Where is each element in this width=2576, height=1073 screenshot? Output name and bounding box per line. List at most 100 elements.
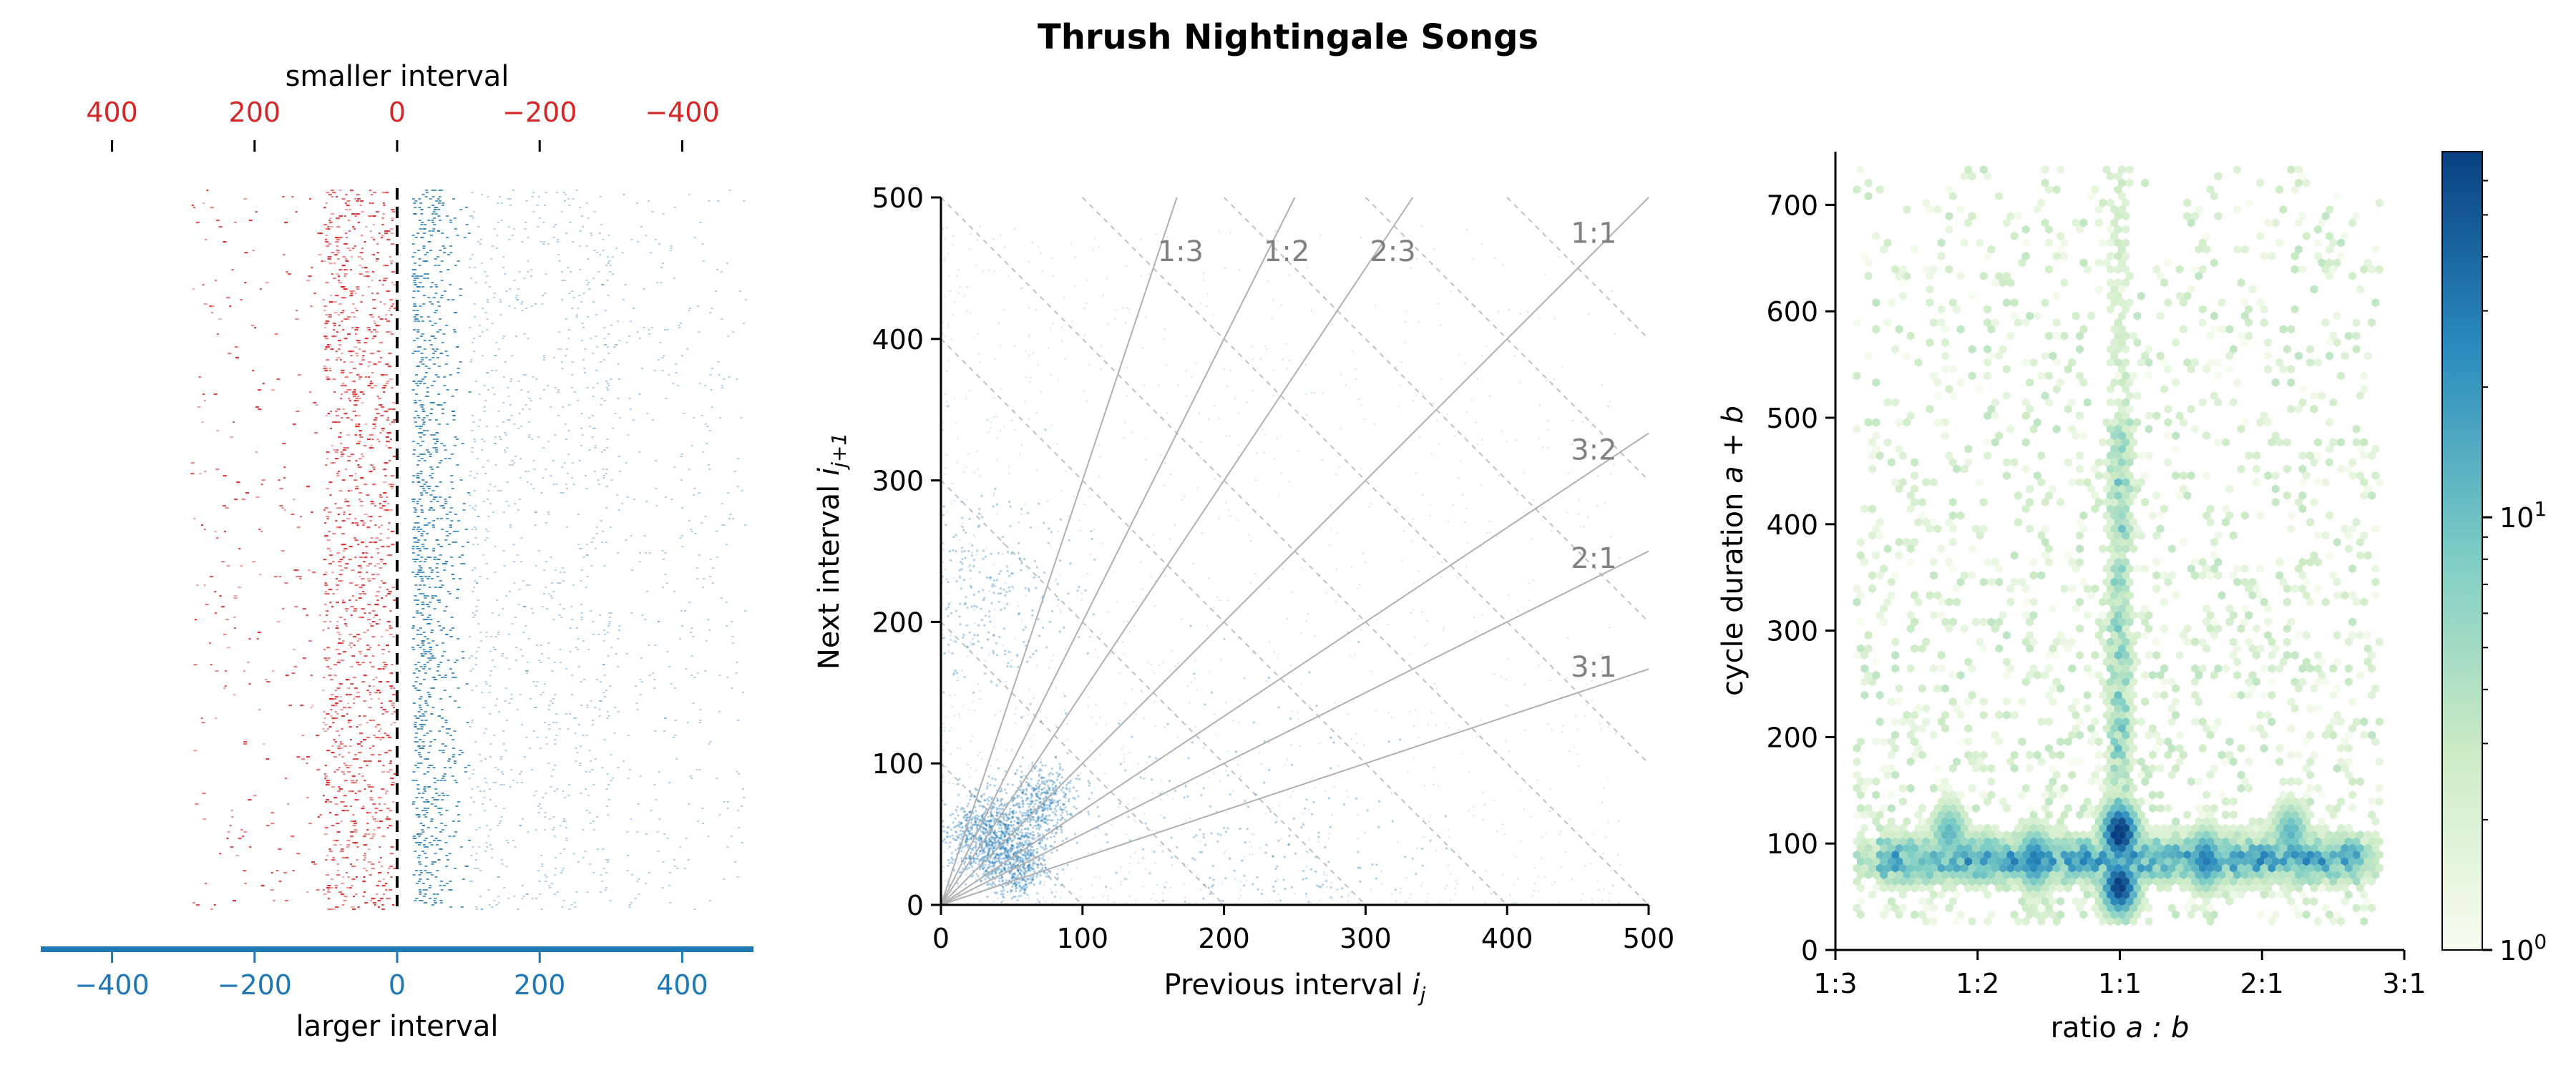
data-point (574, 733, 577, 734)
data-point (328, 194, 332, 196)
data-point (977, 818, 980, 821)
data-point (369, 612, 371, 614)
data-point (331, 745, 334, 748)
data-point (696, 820, 699, 822)
data-point (449, 881, 452, 882)
data-point (218, 226, 223, 228)
data-point (355, 353, 359, 355)
data-point (337, 280, 340, 282)
data-point (522, 606, 525, 607)
data-point (419, 707, 422, 708)
data-point (385, 192, 389, 194)
data-point (999, 823, 1002, 827)
data-point (293, 569, 298, 572)
data-point (345, 258, 347, 260)
data-point (366, 823, 369, 825)
data-point (626, 870, 629, 871)
data-point (1010, 878, 1013, 881)
data-point (338, 788, 343, 790)
data-point (993, 833, 996, 836)
bottom-axis-tick-label: 200 (514, 969, 566, 1001)
data-point (377, 760, 381, 763)
data-point (420, 209, 424, 210)
data-point (561, 299, 563, 300)
data-point (1020, 835, 1023, 838)
data-point (670, 499, 673, 500)
data-point (441, 232, 444, 234)
data-point (477, 868, 479, 869)
data-point (639, 552, 641, 554)
data-point (221, 561, 225, 563)
data-point (525, 670, 528, 672)
data-point (437, 209, 441, 210)
data-point (975, 823, 977, 826)
data-point (983, 798, 986, 802)
data-point (421, 793, 425, 794)
data-point (370, 557, 373, 559)
data-point (430, 507, 433, 509)
data-point (552, 484, 555, 485)
data-point (369, 748, 371, 750)
data-point (223, 241, 227, 243)
data-point (434, 496, 438, 498)
data-point (721, 318, 723, 320)
data-point (324, 370, 328, 372)
data-point (605, 469, 608, 470)
data-point (995, 831, 998, 834)
data-point (955, 835, 958, 838)
data-point (359, 557, 364, 559)
data-point (585, 280, 588, 281)
data-point (358, 499, 361, 501)
data-point (432, 767, 436, 768)
data-point (959, 829, 962, 832)
data-point (507, 634, 510, 635)
data-point (333, 325, 336, 327)
data-point (702, 260, 705, 262)
data-point (1004, 834, 1007, 838)
data-point (567, 795, 570, 796)
data-point (423, 801, 426, 803)
data-point (378, 861, 381, 863)
data-point (192, 207, 195, 209)
data-point (389, 610, 392, 612)
data-point (379, 898, 384, 900)
cycle-duration-line (1082, 197, 1649, 764)
data-point (513, 228, 516, 230)
data-point (471, 655, 473, 657)
data-point (992, 846, 995, 849)
data-point (708, 469, 711, 470)
data-point (609, 526, 612, 528)
data-point (328, 413, 331, 415)
data-point (601, 767, 604, 768)
data-point (1023, 874, 1026, 877)
data-point (379, 496, 384, 499)
data-point (1020, 870, 1023, 873)
data-point (1025, 834, 1028, 838)
data-point (419, 698, 422, 700)
data-point (434, 853, 437, 854)
data-point (450, 475, 454, 476)
data-point (513, 462, 516, 464)
data-point (575, 891, 578, 893)
data-point (439, 220, 441, 221)
data-point (367, 361, 371, 363)
data-point (324, 765, 327, 767)
data-point (985, 808, 988, 811)
data-point (636, 241, 639, 242)
data-point (554, 387, 557, 388)
data-point (1012, 863, 1015, 866)
data-point (325, 241, 329, 243)
data-point (562, 608, 565, 609)
data-point (323, 795, 325, 797)
data-point (521, 885, 524, 886)
data-point (336, 687, 341, 690)
data-point (377, 827, 381, 829)
data-point (433, 363, 436, 365)
data-point (441, 793, 444, 794)
data-point (353, 823, 358, 825)
data-point (422, 668, 425, 670)
data-point (962, 867, 965, 870)
cycle-duration-lines (940, 197, 1649, 906)
data-point (552, 698, 555, 700)
data-point (427, 241, 431, 242)
